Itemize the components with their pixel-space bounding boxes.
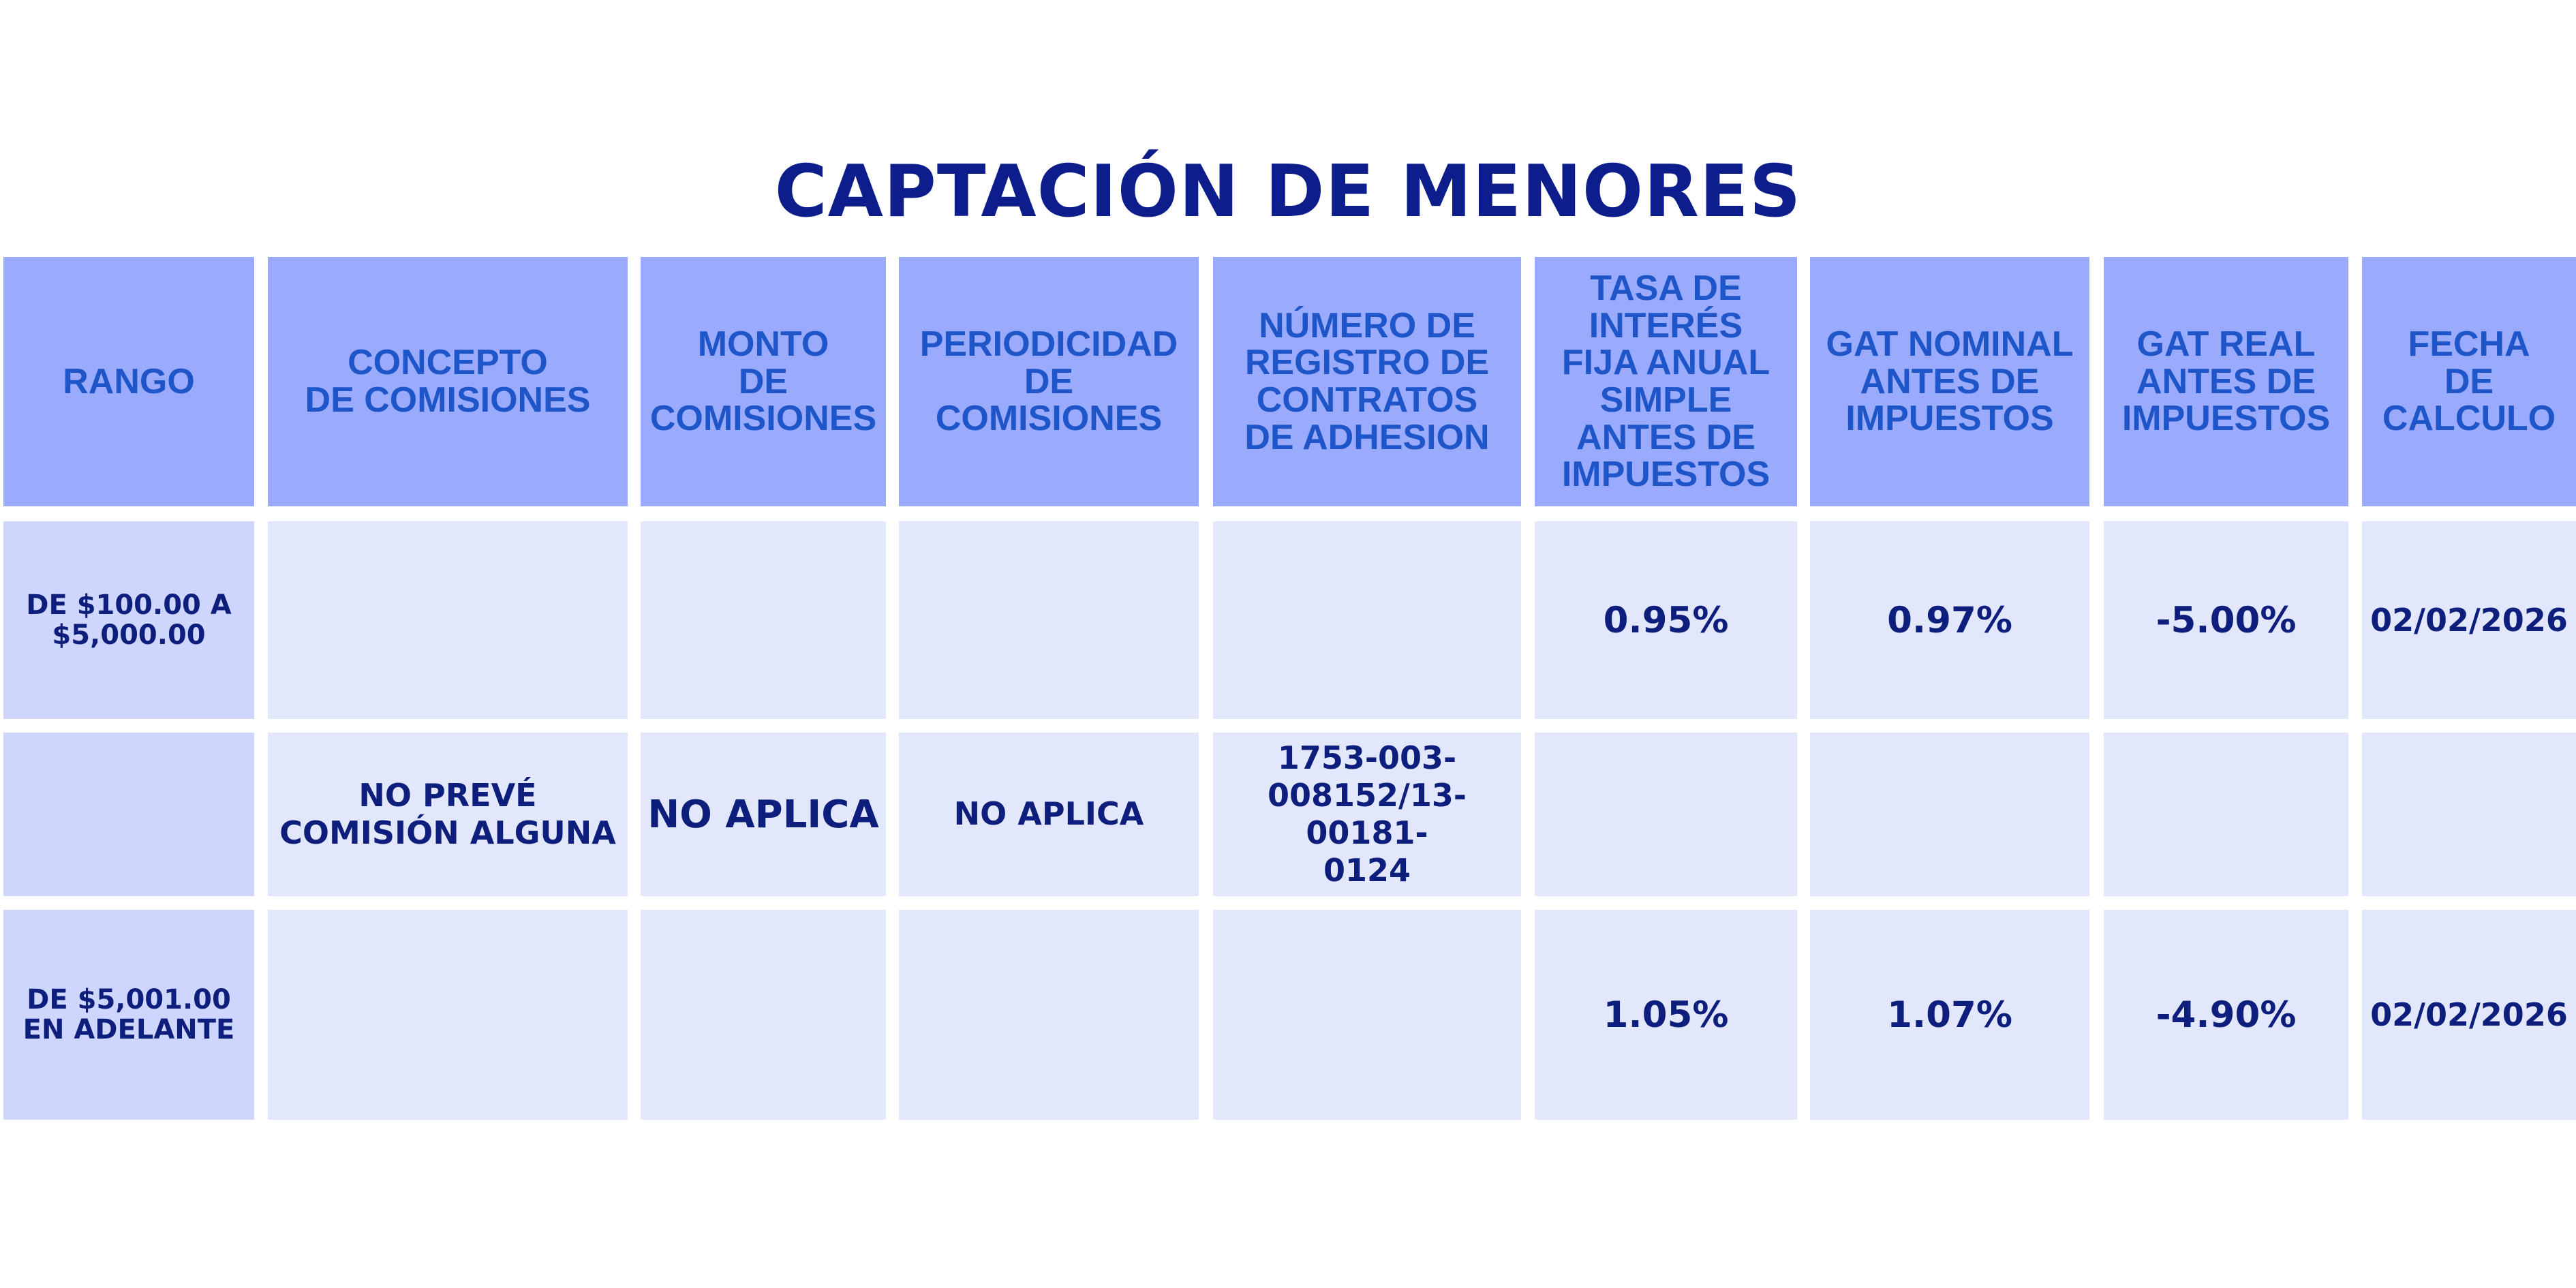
cell-monto: NO APLICA: [641, 733, 886, 896]
cell-fecha: [2362, 733, 2576, 896]
cell-periodicidad-text: NO APLICA: [953, 795, 1144, 833]
header-monto-text: MONTO DE COMISIONES: [649, 324, 877, 439]
cell-fecha-text: 02/02/2026: [2370, 602, 2568, 639]
cell-fecha: 02/02/2026: [2362, 521, 2576, 719]
cell-tasa: [1535, 733, 1797, 896]
cell-registro: [1213, 910, 1521, 1120]
header-gat-nominal: GAT NOMINAL ANTES DE IMPUESTOS: [1810, 257, 2089, 506]
cell-rango: [3, 733, 254, 896]
header-periodicidad-text: PERIODICIDAD DE COMISIONES: [919, 324, 1178, 439]
cell-rango-text: DE $5,001.00 EN ADELANTE: [22, 984, 235, 1045]
cell-tasa-text: 1.05%: [1603, 994, 1729, 1036]
cell-concepto: [268, 910, 628, 1120]
cell-periodicidad: [899, 521, 1199, 719]
cell-gat-real: -4.90%: [2104, 910, 2348, 1120]
header-rango-text: RANGO: [63, 361, 195, 401]
cell-registro: [1213, 521, 1521, 719]
cell-tasa: 0.95%: [1535, 521, 1797, 719]
header-periodicidad: PERIODICIDAD DE COMISIONES: [899, 257, 1199, 506]
cell-gat-real: -5.00%: [2104, 521, 2348, 719]
header-registro: NÚMERO DE REGISTRO DE CONTRATOS DE ADHES…: [1213, 257, 1521, 506]
cell-fecha: 02/02/2026: [2362, 910, 2576, 1120]
cell-gat-nominal-text: 1.07%: [1887, 994, 2012, 1036]
header-tasa-text: TASA DE INTERÉS FIJA ANUAL SIMPLE ANTES …: [1561, 269, 1770, 495]
header-gat-real-text: GAT REAL ANTES DE IMPUESTOS: [2121, 324, 2331, 439]
cell-monto: [641, 521, 886, 719]
header-rango: RANGO: [3, 257, 254, 506]
cell-gat-nominal: [1810, 733, 2089, 896]
cell-gat-nominal: 0.97%: [1810, 521, 2089, 719]
header-concepto-text: CONCEPTO DE COMISIONES: [305, 343, 591, 420]
cell-periodicidad: [899, 910, 1199, 1120]
cell-gat-nominal: 1.07%: [1810, 910, 2089, 1120]
header-fecha: FECHA DE CALCULO: [2362, 257, 2576, 506]
header-monto: MONTO DE COMISIONES: [641, 257, 886, 506]
page-title: CAPTACIÓN DE MENORES: [774, 150, 1802, 233]
header-registro-text: NÚMERO DE REGISTRO DE CONTRATOS DE ADHES…: [1244, 305, 1490, 457]
cell-gat-real: [2104, 733, 2348, 896]
cell-rango-text: DE $100.00 A $5,000.00: [26, 589, 232, 651]
cell-concepto-text: NO PREVÉ COMISIÓN ALGUNA: [279, 776, 616, 851]
header-fecha-text: FECHA DE CALCULO: [2382, 324, 2556, 439]
cell-tasa-text: 0.95%: [1603, 599, 1729, 641]
cell-concepto: [268, 521, 628, 719]
header-gat-nominal-text: GAT NOMINAL ANTES DE IMPUESTOS: [1826, 324, 2074, 439]
cell-registro-text: 1753-003- 008152/13-00181- 0124: [1268, 739, 1467, 889]
header-tasa: TASA DE INTERÉS FIJA ANUAL SIMPLE ANTES …: [1535, 257, 1797, 506]
header-concepto: CONCEPTO DE COMISIONES: [268, 257, 628, 506]
cell-rango: DE $5,001.00 EN ADELANTE: [3, 910, 254, 1120]
cell-monto-text: NO APLICA: [647, 792, 879, 837]
cell-monto: [641, 910, 886, 1120]
header-gat-real: GAT REAL ANTES DE IMPUESTOS: [2104, 257, 2348, 506]
cell-concepto: NO PREVÉ COMISIÓN ALGUNA: [268, 733, 628, 896]
cell-fecha-text: 02/02/2026: [2370, 996, 2568, 1033]
cell-gat-nominal-text: 0.97%: [1887, 599, 2012, 641]
cell-tasa: 1.05%: [1535, 910, 1797, 1120]
cell-gat-real-text: -4.90%: [2156, 994, 2297, 1036]
cell-gat-real-text: -5.00%: [2156, 599, 2297, 641]
cell-periodicidad: NO APLICA: [899, 733, 1199, 896]
cell-rango: DE $100.00 A $5,000.00: [3, 521, 254, 719]
cell-registro: 1753-003- 008152/13-00181- 0124: [1213, 733, 1521, 896]
